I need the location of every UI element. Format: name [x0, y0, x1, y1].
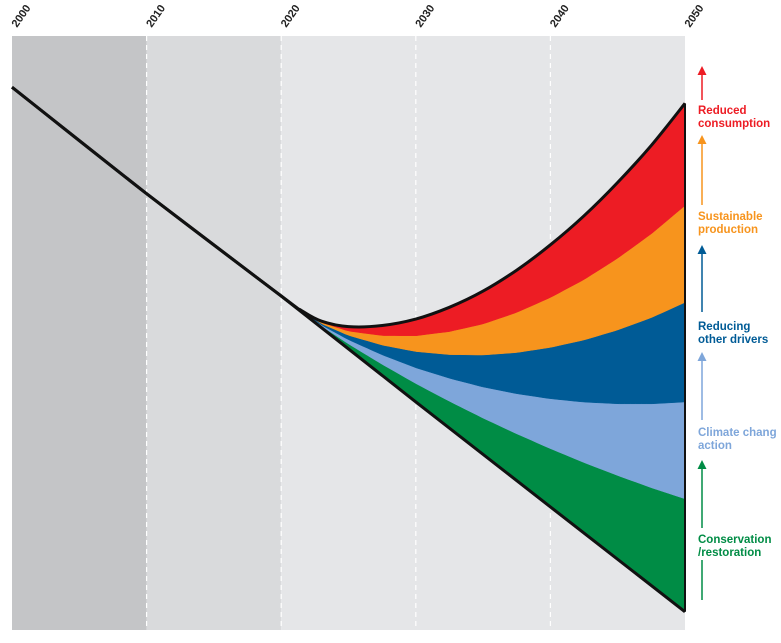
- arrow-up-icon-sustainable: [697, 135, 707, 144]
- lever-label-sustainable-line1: Sustainable: [698, 211, 763, 223]
- x-tick-label-2050: 2050: [683, 3, 707, 30]
- lever-label-climate-chang-line2: action: [698, 440, 732, 452]
- bend-the-curve-line: [11, 86, 687, 329]
- period-background-1: [146, 36, 282, 630]
- lever-label-reducing-line2: other drivers: [698, 334, 768, 346]
- x-tick-label-2040: 2040: [548, 3, 572, 30]
- x-tick-label-2030: 2030: [413, 3, 437, 30]
- lever-label-reduced-line2: consumption: [698, 118, 770, 130]
- lever-label-conservation-line1: Conservation: [698, 534, 772, 546]
- period-background-0: [12, 36, 147, 630]
- arrow-up-icon-reducing: [697, 245, 707, 254]
- x-tick-label-2000: 2000: [10, 3, 34, 30]
- lever-label-climate-chang-line1: Climate chang: [698, 427, 777, 439]
- arrow-up-icon-reduced: [697, 66, 707, 75]
- lever-label-conservation-line2: /restoration: [698, 547, 761, 559]
- lever-label-sustainable-line2: production: [698, 224, 758, 236]
- arrow-up-icon-climate-chang: [697, 352, 707, 361]
- lever-label-reduced-line1: Reduced: [698, 105, 747, 117]
- arrow-up-icon-conservation: [697, 460, 707, 469]
- x-tick-label-2020: 2020: [279, 3, 303, 30]
- lever-label-reducing-line1: Reducing: [698, 321, 750, 333]
- x-tick-label-2010: 2010: [144, 3, 168, 30]
